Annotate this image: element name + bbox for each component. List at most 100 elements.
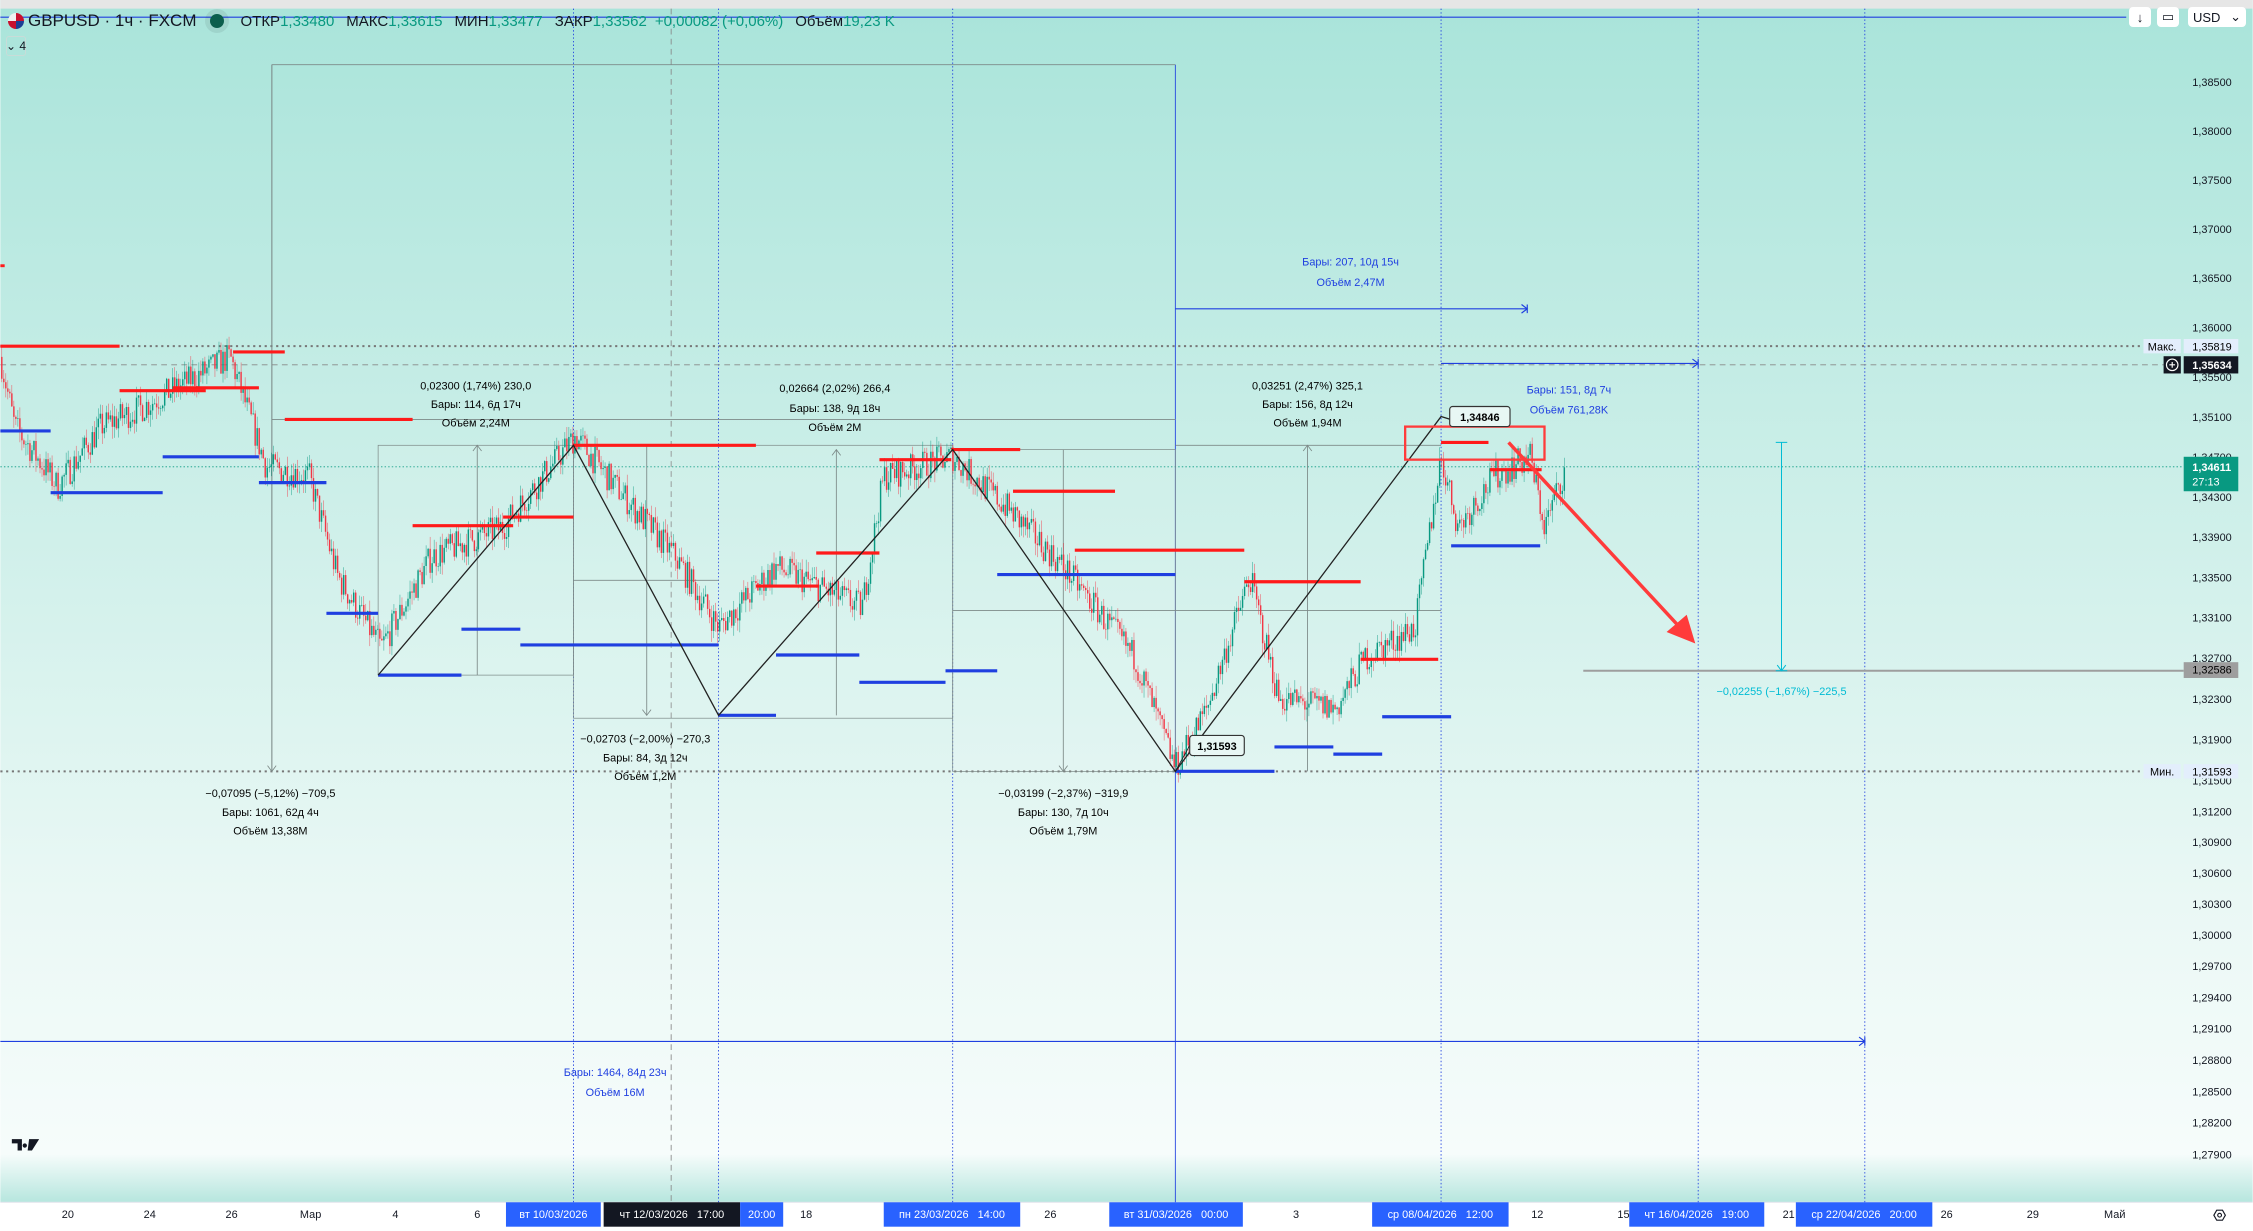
scroll-to-latest-button[interactable]: ↓ bbox=[2129, 7, 2151, 27]
candle bbox=[899, 461, 902, 487]
candle bbox=[234, 362, 236, 380]
auto-scale-button[interactable]: ▭ bbox=[2157, 7, 2179, 27]
candle bbox=[630, 504, 632, 511]
candle bbox=[63, 474, 65, 477]
symbol-legend[interactable]: GBPUSD · 1ч · FXCM ОТКР 1,33480 МАКС 1,336… bbox=[8, 10, 903, 32]
candle bbox=[658, 530, 661, 548]
candle bbox=[147, 401, 150, 415]
price-tick: 1,38000 bbox=[2192, 126, 2231, 138]
candle bbox=[1561, 490, 1564, 495]
candle bbox=[453, 543, 455, 557]
candle bbox=[125, 406, 128, 415]
candle bbox=[33, 441, 35, 451]
close-value: 1,33562 bbox=[592, 12, 647, 30]
candle bbox=[41, 468, 43, 470]
candle bbox=[332, 548, 335, 570]
candle bbox=[1497, 460, 1499, 488]
symbol-title[interactable]: GBPUSD · 1ч · FXCM bbox=[28, 11, 197, 30]
candle bbox=[1378, 641, 1381, 643]
arrowhead bbox=[472, 444, 482, 452]
candle bbox=[952, 447, 954, 471]
candle bbox=[1384, 640, 1387, 660]
candle bbox=[1398, 635, 1401, 651]
candle bbox=[272, 454, 274, 465]
candle bbox=[83, 437, 85, 449]
candle bbox=[1008, 493, 1011, 511]
candle bbox=[1555, 483, 1557, 494]
candle bbox=[988, 476, 990, 480]
candle bbox=[930, 451, 932, 479]
candle bbox=[729, 610, 731, 617]
candle bbox=[644, 509, 647, 530]
candle bbox=[519, 495, 522, 522]
candle bbox=[562, 447, 564, 465]
candle bbox=[1259, 605, 1262, 616]
candle bbox=[73, 456, 75, 482]
candle bbox=[879, 480, 882, 522]
target-price-box bbox=[2183, 662, 2239, 678]
candle bbox=[1539, 490, 1541, 514]
candle bbox=[1284, 708, 1286, 711]
candle bbox=[282, 474, 285, 482]
candle bbox=[212, 354, 214, 357]
candle bbox=[990, 479, 992, 483]
candle bbox=[105, 412, 108, 428]
candle bbox=[652, 517, 655, 533]
candle bbox=[1541, 513, 1543, 521]
candle bbox=[344, 575, 347, 595]
candle bbox=[992, 482, 994, 491]
indicators-toggle[interactable]: ⌄ 4 bbox=[6, 36, 26, 56]
candle bbox=[121, 404, 124, 419]
pivot-connector bbox=[1174, 745, 1191, 772]
candle bbox=[773, 563, 775, 580]
candle bbox=[1243, 586, 1246, 597]
candle bbox=[1473, 497, 1475, 515]
candle bbox=[1288, 693, 1290, 700]
candle bbox=[258, 428, 260, 455]
currency-select[interactable]: USD ⌄ bbox=[2188, 7, 2246, 27]
candle bbox=[417, 570, 419, 598]
candle bbox=[461, 543, 464, 553]
candle bbox=[1479, 509, 1481, 512]
candle bbox=[192, 371, 194, 385]
candle bbox=[779, 556, 781, 566]
measure-4-line1: −0,07095 (−5,12%) −709,5 bbox=[205, 788, 335, 800]
candle bbox=[638, 511, 640, 523]
candle bbox=[861, 599, 864, 615]
range-3-line2: Объём 16M bbox=[586, 1087, 645, 1099]
candle bbox=[552, 463, 554, 467]
candle bbox=[1314, 692, 1316, 699]
candle bbox=[141, 405, 144, 422]
candle bbox=[847, 588, 850, 590]
candle bbox=[1052, 545, 1055, 562]
candle bbox=[817, 579, 819, 602]
candle bbox=[1300, 696, 1302, 699]
candle bbox=[714, 611, 717, 622]
volume-value: 19,23 K bbox=[843, 12, 895, 30]
candle bbox=[827, 588, 830, 596]
candle bbox=[318, 495, 321, 522]
candle bbox=[111, 415, 114, 427]
candle bbox=[284, 466, 287, 475]
candle bbox=[670, 542, 673, 546]
market-status-icon[interactable] bbox=[210, 14, 225, 28]
candle bbox=[716, 621, 719, 632]
tradingview-logo[interactable] bbox=[11, 1139, 40, 1151]
time-axis[interactable]: 20 24 26 Мар 4 6 18 26 3 12 15 21 26 29 Май вт 10/03/20… bbox=[62, 1202, 2126, 1227]
candle bbox=[515, 513, 518, 515]
candle bbox=[1004, 504, 1006, 516]
candle bbox=[123, 414, 126, 419]
candle bbox=[1113, 617, 1115, 619]
price-tick: 1,36500 bbox=[2192, 273, 2231, 285]
candle bbox=[107, 412, 110, 420]
candle bbox=[1438, 459, 1441, 486]
open-value: 1,33480 bbox=[280, 12, 335, 30]
settings-icon[interactable] bbox=[2213, 1209, 2227, 1221]
measure-rectangle bbox=[573, 444, 954, 719]
candle bbox=[1076, 569, 1079, 591]
candle bbox=[570, 433, 572, 437]
candle bbox=[1412, 623, 1415, 638]
candle bbox=[1452, 505, 1455, 514]
price-axis[interactable]: 1,38500 1,38000 1,37500 1,37000 1,36500 1,360… bbox=[2192, 77, 2231, 1161]
